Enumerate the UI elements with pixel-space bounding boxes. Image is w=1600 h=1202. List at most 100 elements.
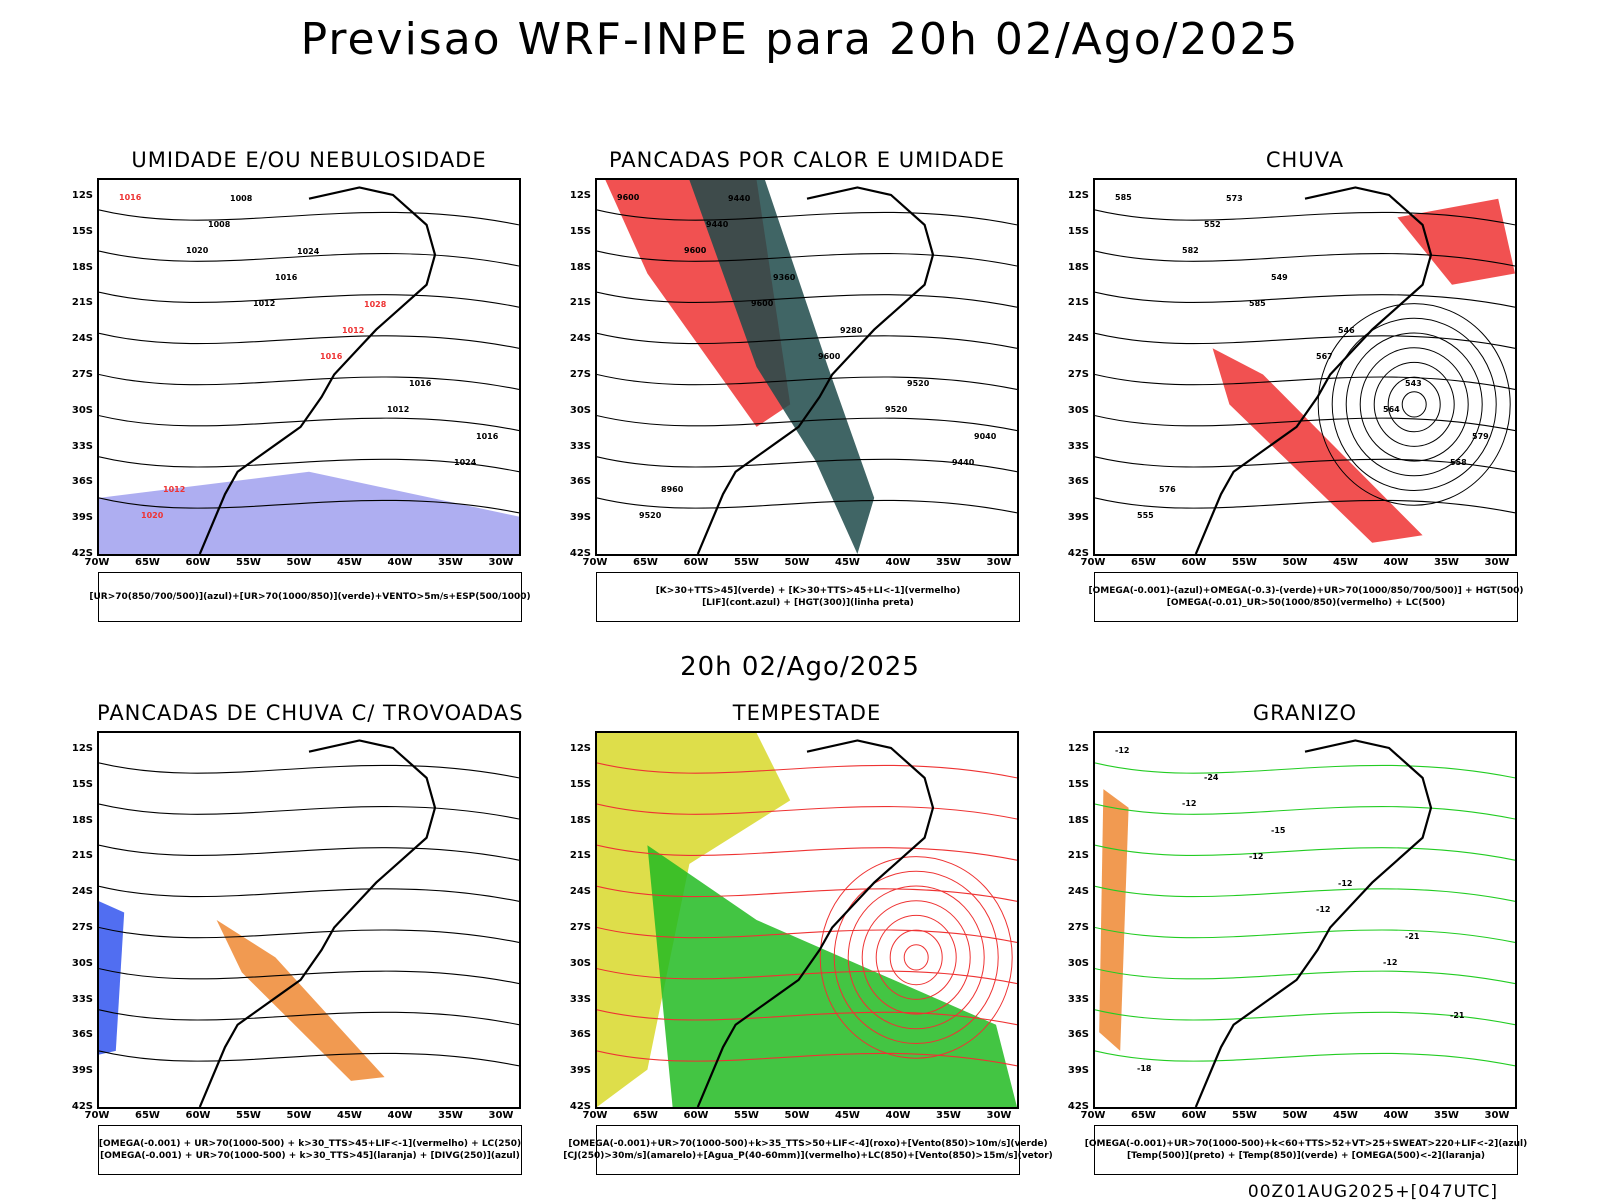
lon-tick-label: 65W [633,1110,658,1121]
lat-tick-label: 12S [569,190,591,201]
lat-tick-label: 33S [569,993,591,1005]
lat-tick-label: 39S [1067,1065,1089,1077]
lon-tick-label: 45W [1333,557,1358,568]
coastline [696,186,935,554]
map-canvas-granizo: -12 -12 -12 -12 -12 -21 -18 -24 -15 -12 -21 [1095,739,1515,1107]
lat-tick-label: 12S [71,743,93,754]
lon-tick-label: 50W [784,557,810,568]
contour-line [597,497,1017,514]
cyclone-contour [1373,361,1455,447]
contour-line [1095,844,1515,861]
contour-label: -18 [1137,1064,1152,1073]
lon-tick-label: 70W [84,1110,110,1121]
cyclone-contour [847,885,985,1030]
cyclone-contour [875,914,957,1000]
lon-tick-label: 30W [488,1110,514,1121]
lon-tick-label: 40W [1383,557,1409,568]
map-canvas-tempestade [597,733,1017,1107]
contour-line [99,926,519,943]
lon-tick-label: 55W [734,557,759,568]
lat-tick-label: 27S [1067,922,1089,933]
legend-granizo: [OMEGA(-0.001)+UR>70(1000-500)+k<60+TTS>… [1085,1125,1527,1175]
lon-tick-label: 50W [286,557,312,568]
contour-label: 552 [1204,220,1221,229]
run-id-footer: 00Z01AUG2025+[047UTC] [1247,1182,1498,1202]
legend-line: [OMEGA(-0.001) + UR>70(1000-500) + k>30_… [98,1139,522,1149]
contour-line [1095,762,1515,779]
contour-line [597,1050,1017,1067]
lat-tick-label: 15S [1067,225,1089,237]
lat-tick-label: 27S [569,369,591,380]
contour-label: 9040 [974,432,997,441]
contour-label: 9600 [818,352,841,361]
lat-tick-label: 39S [569,512,591,524]
lon-tick-label: 35W [438,1110,463,1121]
lon-tick-label: 45W [337,557,362,568]
map-granizo: -12 -12 -12 -12 -12 -21 -18 -24 -15 -12 -21 [1093,731,1517,1109]
lat-tick-label: 27S [71,922,93,933]
lat-tick-label: 24S [1067,333,1089,345]
map-pancadas-calor: 9600 9600 9600 9600 9520 9440 9520 9440 9360 9280… [595,178,1019,556]
lat-tick-label: 21S [569,850,591,862]
lat-tick-label: 27S [1067,369,1089,380]
lat-tick-label: 12S [1067,743,1089,754]
contour-line [99,844,519,861]
legend-pancadas-trovoadas: [OMEGA(-0.001) + UR>70(1000-500) + k>30_… [98,1125,522,1175]
lat-tick-label: 33S [1067,993,1089,1005]
lat-tick-label: 24S [1067,886,1089,898]
contour-line [1095,497,1515,514]
contour-line [99,332,519,349]
contour-label: 9600 [751,299,774,308]
contour-label: 564 [1383,405,1400,414]
panel-title-tempestade: TEMPESTADE [732,701,882,725]
contour-label: 1012 [163,485,185,494]
cyclone-contour [1317,303,1511,506]
lat-tick-label: 12S [1067,190,1089,201]
contour-label: 9520 [639,511,662,520]
cyclone-contour [1359,347,1469,462]
contour-line [597,415,1017,432]
panel-title-umidade: UMIDADE E/OU NEBULOSIDADE [131,148,487,172]
lon-tick-label: 35W [936,557,961,568]
cyclone-contour [1345,332,1483,477]
lon-tick-label: 45W [1333,1110,1358,1121]
lon-tick-label: 50W [1282,557,1308,568]
lat-tick-label: 21S [71,297,93,309]
lon-tick-label: 30W [986,557,1012,568]
contour-line [597,1009,1017,1026]
contour-label: 9600 [617,193,640,202]
contour-label: 555 [1137,511,1154,520]
contour-label: 1024 [297,247,320,256]
lat-tick-label: 21S [569,297,591,309]
lat-tick-label: 33S [569,440,591,452]
contour-label: 576 [1159,485,1176,494]
contour-line [597,373,1017,390]
lon-tick-label: 70W [582,1110,608,1121]
cyclone-contour [861,900,971,1015]
contour-label: 1016 [409,379,432,388]
lon-tick-label: 65W [135,557,160,568]
coastline [1194,186,1433,554]
lon-tick-label: 65W [633,557,658,568]
lat-tick-label: 36S [569,1029,591,1041]
lat-tick-label: 21S [1067,297,1089,309]
contour-label: 1024 [454,458,477,467]
contour-label: 1012 [342,326,364,335]
lat-tick-label: 18S [1067,261,1089,273]
lon-tick-label: 65W [1131,557,1156,568]
lon-tick-label: 55W [1232,557,1257,568]
map-pancadas-trovoadas [97,731,521,1109]
contour-label: -21 [1405,932,1420,941]
lon-tick-label: 50W [784,1110,810,1121]
contour-line [1095,209,1515,226]
contour-label: 8960 [661,485,684,494]
contour-line [1095,250,1515,267]
lon-tick-label: 70W [582,557,608,568]
lat-tick-label: 27S [569,922,591,933]
lat-tick-label: 24S [569,886,591,898]
lon-tick-label: 35W [438,557,463,568]
panel-title-pancadas-trovoadas: PANCADAS DE CHUVA C/ TROVOADAS [97,701,524,725]
lat-tick-label: 39S [569,1065,591,1077]
contour-label: 1016 [275,273,298,282]
lat-tick-label: 42S [1067,548,1089,559]
